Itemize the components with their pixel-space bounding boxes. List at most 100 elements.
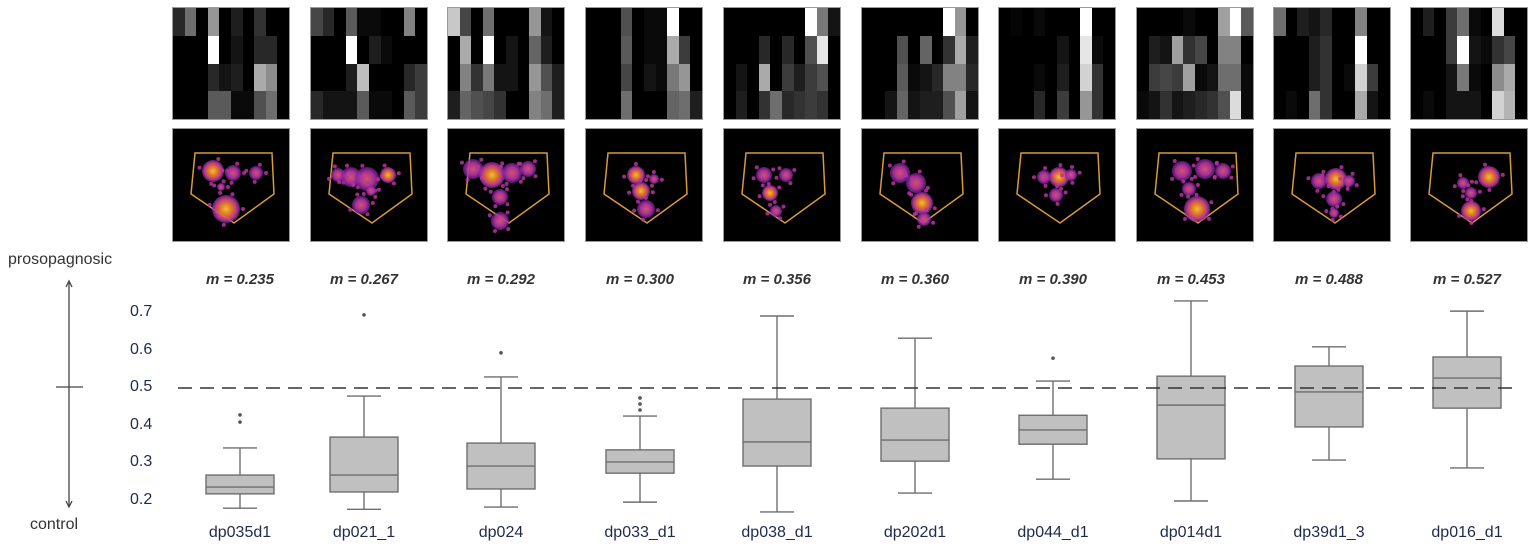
heatmap-cell xyxy=(1445,91,1458,119)
gaze-plot-dp202d1 xyxy=(861,128,979,242)
heatmap-cell xyxy=(1457,91,1469,119)
heatmap-cell xyxy=(1183,91,1195,119)
x-tick-label: dp016_d1 xyxy=(1431,524,1503,541)
gaze-plot-dp033_d1 xyxy=(585,128,703,242)
mean-label: m = 0.390 xyxy=(1019,271,1087,288)
gaze-plot-dp044_d1 xyxy=(998,128,1116,242)
mean-label: m = 0.235 xyxy=(206,271,274,288)
heatmap-cell xyxy=(1068,8,1081,36)
heatmap-cell xyxy=(620,91,633,119)
heatmap-cell xyxy=(1297,8,1309,36)
heatmap-cell xyxy=(735,35,748,64)
heatmap-cell xyxy=(403,63,416,92)
heatmap-cell xyxy=(1411,63,1423,92)
heatmap-cell xyxy=(873,35,886,64)
heatmap-cell xyxy=(345,63,358,92)
heatmap-cell xyxy=(448,63,460,92)
heatmap-cell xyxy=(540,63,553,92)
heatmap-cell xyxy=(1137,8,1149,36)
heatmap-cell xyxy=(999,63,1011,92)
heatmap-cell xyxy=(1320,35,1332,64)
heatmap-cell xyxy=(207,63,220,92)
heatmap-cell xyxy=(931,8,944,36)
heatmap-cell xyxy=(471,91,483,119)
gaze-plot-dp39d1_3 xyxy=(1273,128,1391,242)
heatmap-cell xyxy=(782,8,794,36)
heatmap-dp033_d1 xyxy=(585,7,703,120)
heatmap-cell xyxy=(242,35,255,64)
heatmap-cell xyxy=(540,8,553,36)
heatmap-cell xyxy=(471,63,483,92)
y-tick-label: 0.7 xyxy=(130,303,153,320)
heatmap-cell xyxy=(1045,8,1057,36)
heatmap-cell xyxy=(816,35,829,64)
heatmap-cell xyxy=(954,91,967,119)
heatmap-cell xyxy=(1206,8,1219,36)
heatmap-cell xyxy=(862,91,874,119)
x-tick-label: dp39d1_3 xyxy=(1293,524,1365,541)
heatmap-cell xyxy=(620,35,633,64)
heatmap-cell xyxy=(644,63,656,92)
heatmap-cell xyxy=(931,63,944,92)
heatmap-cell xyxy=(1206,63,1219,92)
heatmap-cell xyxy=(862,8,874,36)
heatmap-cell xyxy=(207,35,220,64)
heatmap-cell xyxy=(242,91,255,119)
heatmap-cell xyxy=(1434,8,1446,36)
heatmap-cell xyxy=(334,63,346,92)
heatmap-cell xyxy=(966,35,978,64)
heatmap-cell xyxy=(690,8,702,36)
heatmap-cell xyxy=(1285,35,1298,64)
heatmap-cell xyxy=(1434,63,1446,92)
heatmap-cell xyxy=(885,35,897,64)
heatmap-cell xyxy=(862,35,874,64)
heatmap-cell xyxy=(552,8,564,36)
heatmap-cell xyxy=(345,91,358,119)
heatmap-cell xyxy=(277,91,289,119)
heatmap-cell xyxy=(943,8,955,36)
heatmap-cell xyxy=(219,8,231,36)
heatmap-cell xyxy=(506,63,518,92)
heatmap-cell xyxy=(415,91,427,119)
heatmap-cell xyxy=(1422,8,1435,36)
heatmap-cell xyxy=(885,63,897,92)
heatmap-cell xyxy=(517,63,530,92)
mean-label: m = 0.488 xyxy=(1295,271,1363,288)
heatmap-cell xyxy=(1010,63,1023,92)
boxplot-dp014d1 xyxy=(1156,300,1226,502)
heatmap-cell xyxy=(678,8,691,36)
heatmap-cell xyxy=(816,91,829,119)
heatmap-cell xyxy=(448,91,460,119)
heatmap-cell xyxy=(1297,91,1309,119)
heatmap-cell xyxy=(254,63,266,92)
heatmap-cell xyxy=(1229,8,1242,36)
heatmap-cell xyxy=(1010,35,1023,64)
heatmap-cell xyxy=(1033,63,1046,92)
heatmap-cell xyxy=(1503,91,1516,119)
heatmap-cell xyxy=(311,35,323,64)
gaze-plot-dp024 xyxy=(447,128,565,242)
heatmap-cell xyxy=(678,63,691,92)
heatmap-cell xyxy=(1241,35,1253,64)
heatmap-cell xyxy=(1378,35,1390,64)
heatmap-cell xyxy=(448,8,460,36)
heatmap-cell xyxy=(1411,35,1423,64)
heatmap-dp014d1 xyxy=(1136,7,1254,120)
heatmap-cell xyxy=(1434,91,1446,119)
heatmap-dp016_d1 xyxy=(1410,7,1528,120)
heatmap-cell xyxy=(357,91,369,119)
heatmap-cell xyxy=(816,63,829,92)
mean-label: m = 0.292 xyxy=(467,271,535,288)
heatmap-cell xyxy=(609,8,621,36)
heatmap-cell xyxy=(632,8,644,36)
heatmap-cell xyxy=(196,91,208,119)
heatmap-cell xyxy=(1378,91,1390,119)
heatmap-cell xyxy=(609,63,621,92)
heatmap-cell xyxy=(1171,91,1184,119)
heatmap-cell xyxy=(597,8,610,36)
heatmap-cell xyxy=(1422,35,1435,64)
heatmap-cell xyxy=(1091,63,1104,92)
heatmap-cell xyxy=(620,63,633,92)
heatmap-cell xyxy=(1297,35,1309,64)
heatmap-cell xyxy=(494,63,506,92)
